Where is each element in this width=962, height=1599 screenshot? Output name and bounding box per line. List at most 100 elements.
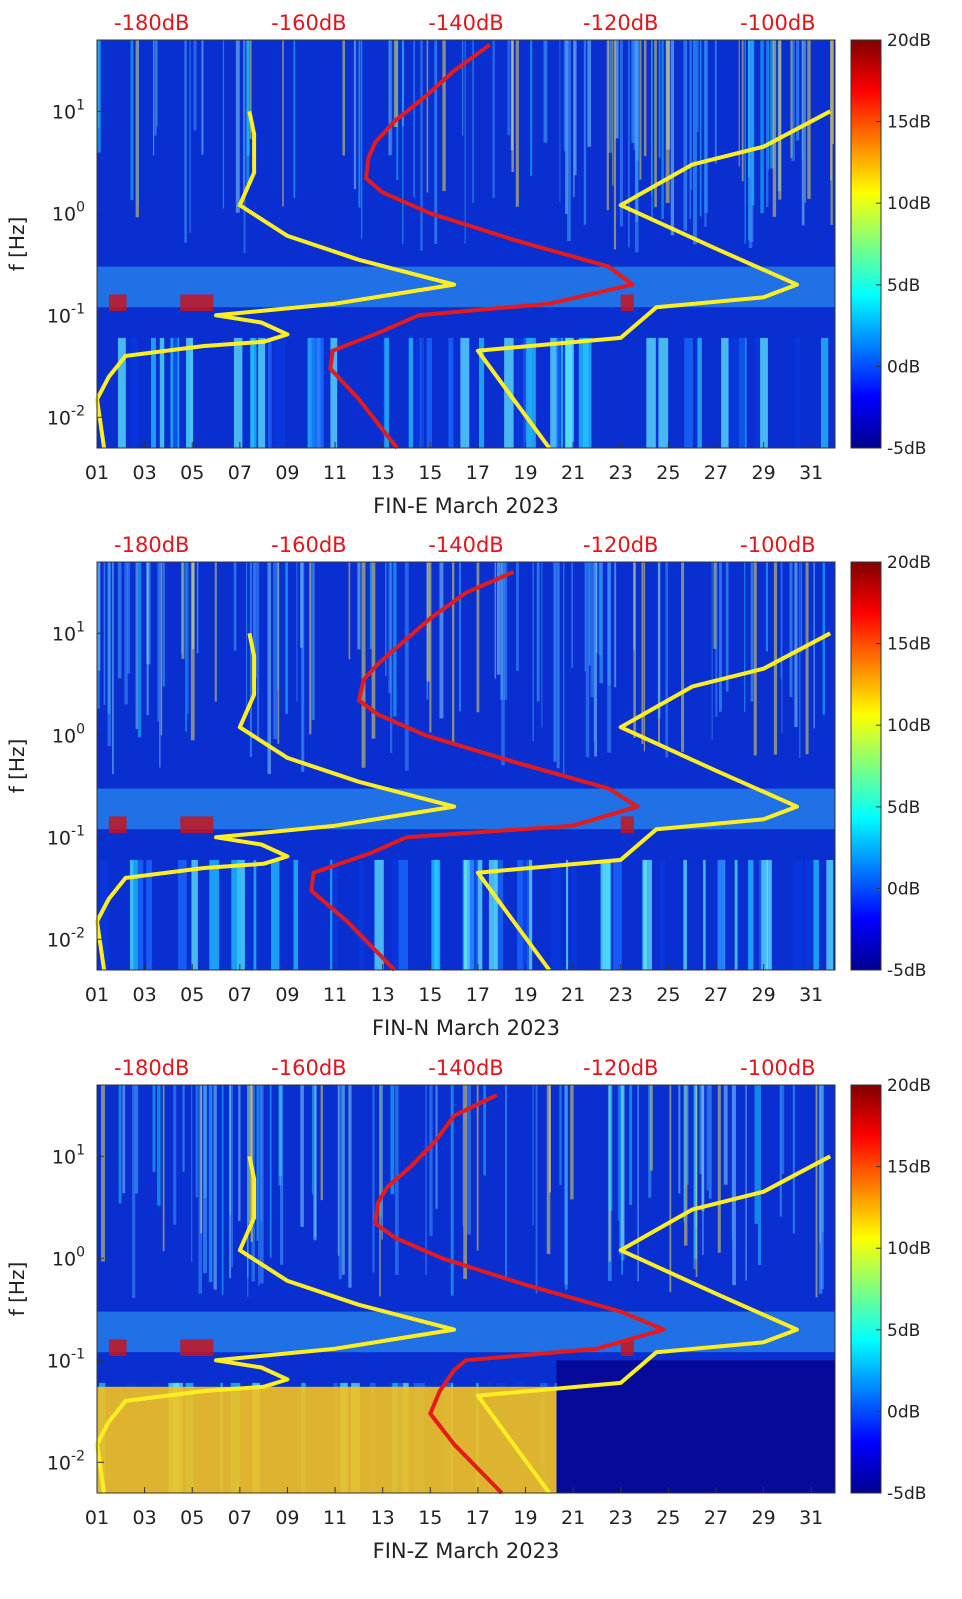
x-tick-label: 15 <box>418 1507 442 1529</box>
x-tick-label: 23 <box>609 462 633 484</box>
noise-streak <box>342 40 346 156</box>
spectrogram <box>97 562 835 970</box>
x-tick-label: 09 <box>275 984 299 1006</box>
noise-streak <box>571 562 574 668</box>
noise-streak <box>693 1085 698 1259</box>
noise-streak <box>832 40 834 145</box>
x-tick-label: 13 <box>371 984 395 1006</box>
lowfreq-bar <box>526 337 536 448</box>
noise-streak <box>246 1085 249 1278</box>
noise-streak <box>388 40 391 156</box>
lowfreq-gap <box>556 1360 835 1493</box>
noise-streak <box>658 40 661 158</box>
noise-streak <box>723 1085 728 1185</box>
noise-streak <box>620 1085 625 1252</box>
x-tick-label: 31 <box>799 462 823 484</box>
noise-streak <box>361 40 363 239</box>
colorbar <box>850 39 882 449</box>
noise-streak <box>379 1085 381 1297</box>
lowfreq-bar <box>358 859 365 970</box>
noise-streak <box>162 1085 165 1252</box>
lowfreq-bar <box>566 859 569 970</box>
noise-streak <box>152 1085 156 1173</box>
lowfreq-bar <box>813 859 819 970</box>
noise-streak <box>429 1085 433 1237</box>
noise-streak <box>637 1085 639 1282</box>
noise-streak <box>536 562 540 702</box>
noise-streak <box>301 562 305 772</box>
lowfreq-bar <box>736 337 746 448</box>
colorbar-label: 0dB <box>887 879 920 899</box>
noise-streak <box>231 1085 233 1268</box>
lowfreq-bar <box>105 859 109 970</box>
noise-streak <box>200 1085 203 1234</box>
noise-streak <box>146 562 149 715</box>
noise-streak <box>704 40 707 228</box>
noise-streak <box>639 40 642 180</box>
noise-streak <box>791 40 795 162</box>
noise-streak <box>773 562 778 755</box>
lowfreq-bar <box>683 859 687 970</box>
noise-streak <box>462 1085 464 1226</box>
noise-streak <box>587 40 592 147</box>
lowfreq-bar <box>253 859 257 970</box>
noise-streak <box>243 40 245 198</box>
y-tick-label: 10-2 <box>47 1448 85 1474</box>
x-tick-label: 21 <box>561 984 585 1006</box>
noise-streak <box>213 1085 217 1290</box>
noise-streak <box>338 1085 342 1280</box>
noise-streak <box>745 1085 747 1281</box>
lowfreq-bar <box>185 337 193 448</box>
noise-streak <box>744 562 746 713</box>
noise-streak <box>619 40 623 227</box>
lowfreq-bar <box>757 859 762 970</box>
noise-streak <box>337 1085 340 1256</box>
colorbar-label: 20dB <box>887 1076 931 1096</box>
x-tick-label: 27 <box>704 462 728 484</box>
lowfreq-bar <box>805 859 815 970</box>
lowfreq-bar <box>515 337 525 448</box>
y-tick-label: 10-2 <box>47 403 85 429</box>
lowfreq-bar <box>526 859 533 970</box>
lowfreq-bar <box>475 859 483 970</box>
noise-streak <box>606 40 609 211</box>
noise-streak <box>548 1085 551 1193</box>
lowfreq-bar <box>320 337 324 448</box>
noise-streak <box>243 40 246 254</box>
lowfreq-bar <box>159 337 165 448</box>
noise-streak <box>118 1085 122 1204</box>
db-scale-label: -180dB <box>114 1056 189 1080</box>
noise-streak <box>564 1085 568 1290</box>
lowfreq-bar <box>766 859 772 970</box>
noise-streak <box>590 562 594 698</box>
noise-streak <box>358 40 361 208</box>
lowfreq-bar <box>760 337 768 448</box>
noise-streak <box>313 1085 317 1241</box>
noise-streak <box>159 562 161 768</box>
lowfreq-saturated <box>97 1386 557 1493</box>
noise-streak <box>249 562 252 757</box>
lowfreq-bar <box>460 337 470 448</box>
noise-streak <box>182 1085 185 1172</box>
x-tick-label: 23 <box>609 984 633 1006</box>
noise-streak <box>193 40 197 131</box>
noise-streak <box>689 40 691 219</box>
noise-streak <box>748 40 753 249</box>
noise-model-curve <box>95 1155 457 1494</box>
spectrogram <box>97 40 835 448</box>
noise-streak <box>615 40 619 139</box>
noise-streak <box>714 40 717 164</box>
noise-streak <box>516 562 519 671</box>
noise-streak <box>706 1085 709 1191</box>
noise-streak <box>97 562 100 709</box>
noise-blob <box>108 1339 127 1357</box>
x-tick-label: 07 <box>228 984 252 1006</box>
noise-streak <box>127 562 131 674</box>
noise-streak <box>800 562 803 653</box>
lowfreq-bar <box>332 859 338 970</box>
x-tick-label: 11 <box>323 1507 347 1529</box>
noise-streak <box>435 1085 438 1209</box>
y-tick-label: 100 <box>52 1244 85 1270</box>
x-tick-label: 29 <box>751 1507 775 1529</box>
